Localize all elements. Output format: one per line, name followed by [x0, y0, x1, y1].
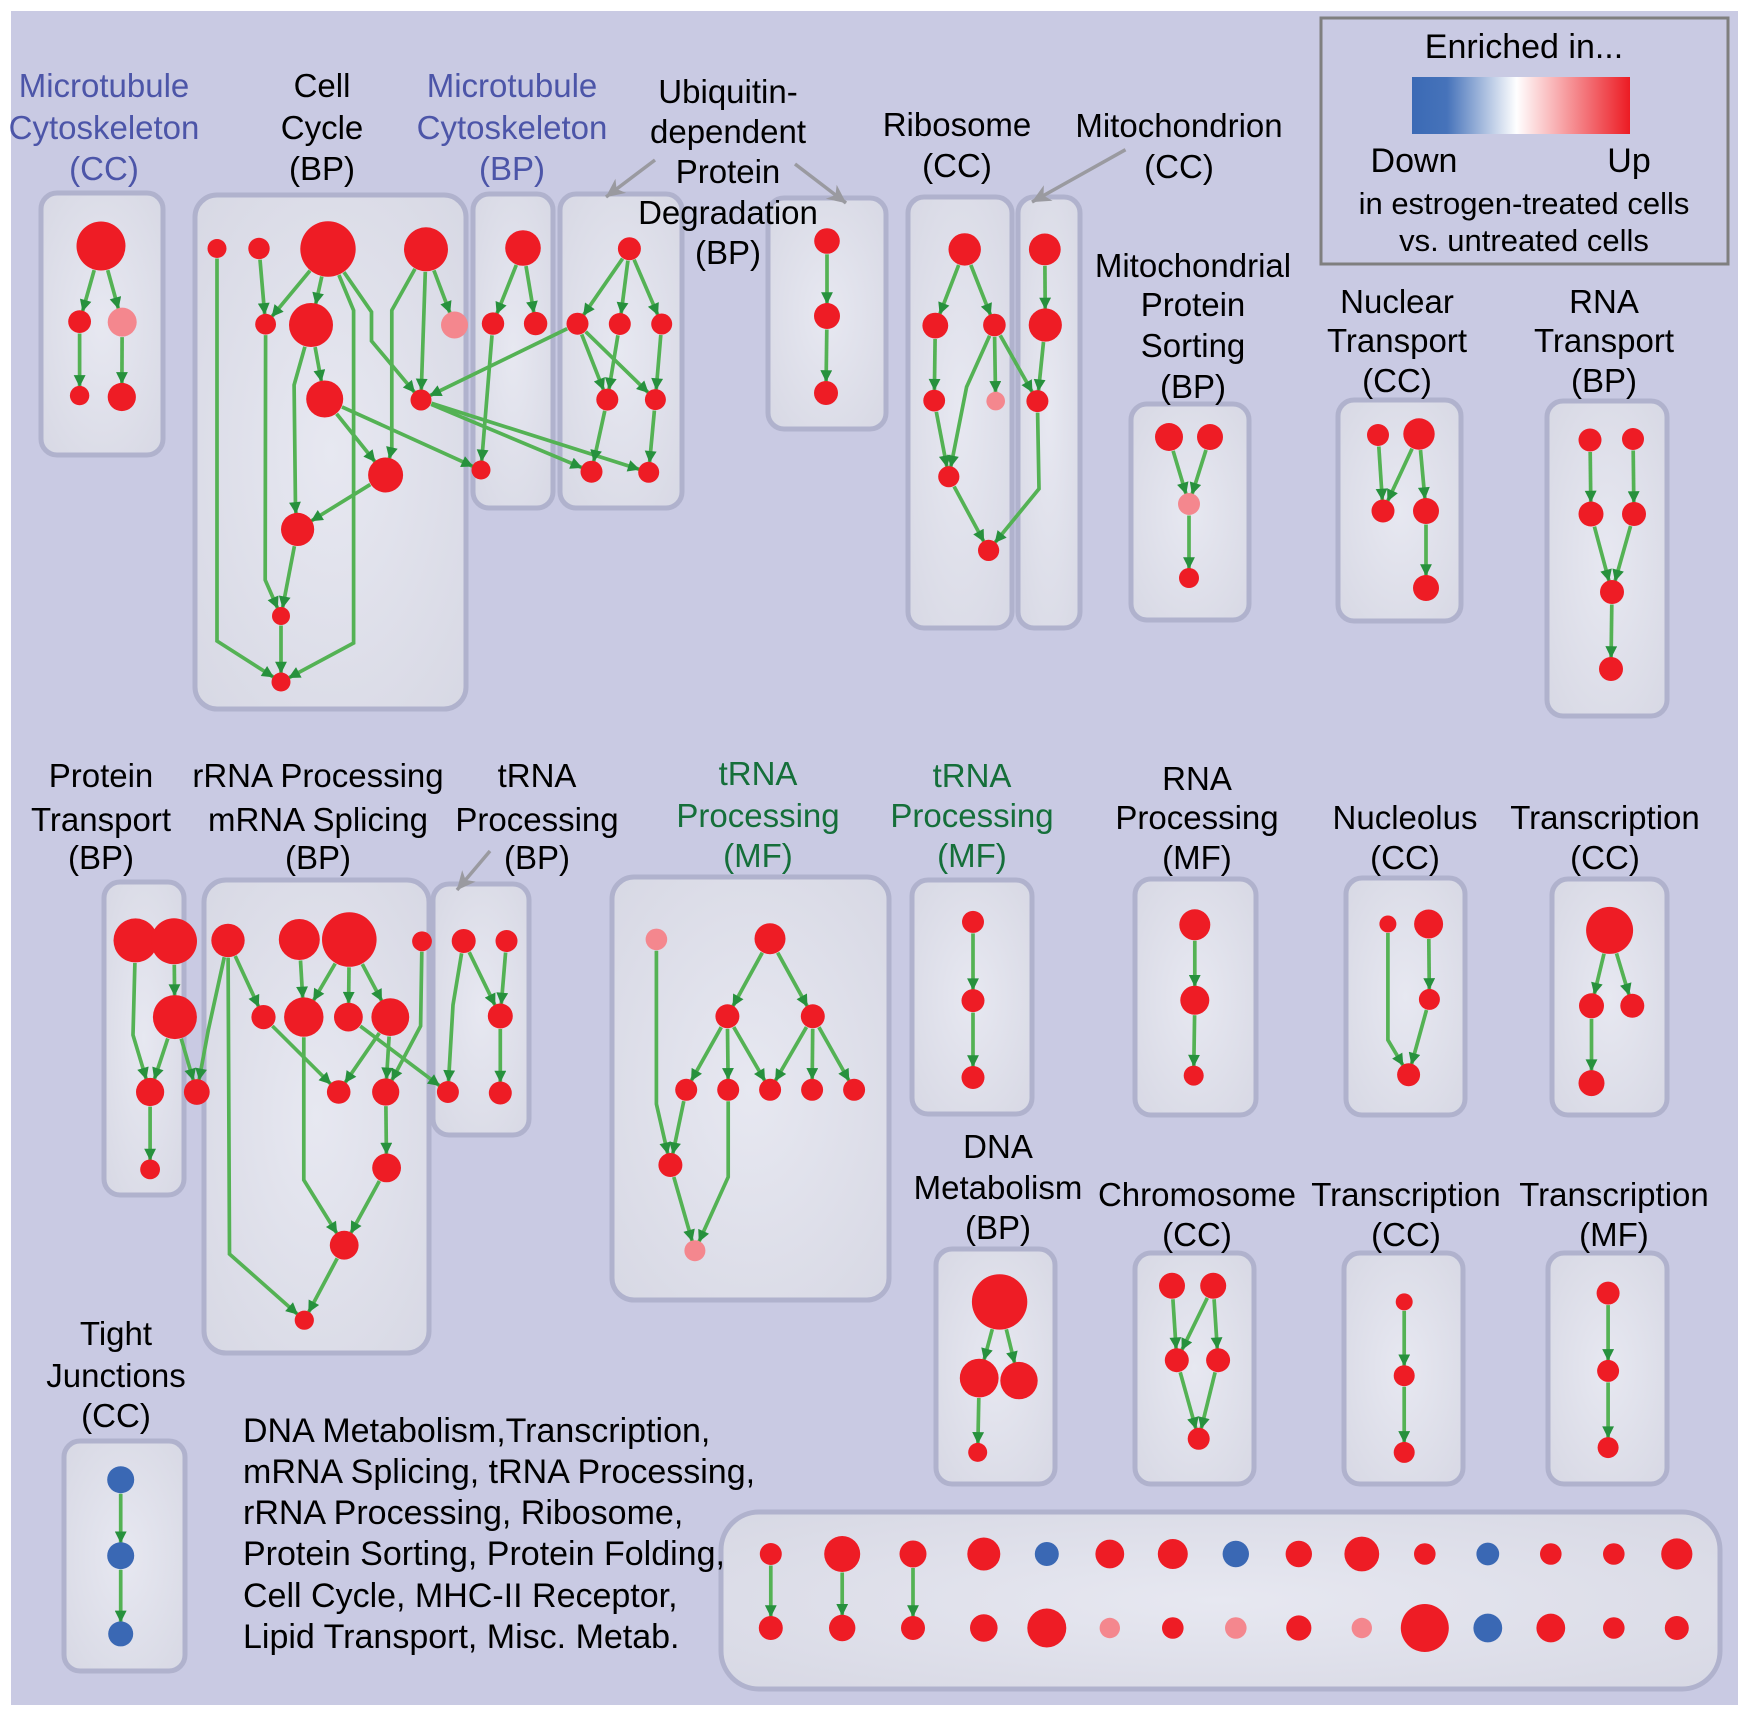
svg-text:Protein: Protein: [49, 757, 154, 794]
svg-text:(MF): (MF): [1162, 839, 1232, 876]
svg-text:Microtubule: Microtubule: [427, 67, 598, 104]
svg-text:(CC): (CC): [1144, 148, 1214, 185]
svg-text:Processing: Processing: [455, 801, 618, 838]
svg-text:Protein: Protein: [1141, 286, 1246, 323]
svg-text:Mitochondrion: Mitochondrion: [1075, 107, 1282, 144]
svg-text:DNA: DNA: [963, 1128, 1033, 1165]
svg-text:Metabolism: Metabolism: [914, 1169, 1083, 1206]
svg-text:(CC): (CC): [69, 150, 139, 187]
svg-text:DNA Metabolism,Transcription,: DNA Metabolism,Transcription,: [243, 1412, 710, 1450]
svg-text:mRNA Splicing: mRNA Splicing: [208, 801, 428, 838]
svg-text:vs. untreated cells: vs. untreated cells: [1399, 223, 1649, 258]
svg-text:Cytoskeleton: Cytoskeleton: [417, 109, 608, 146]
svg-text:(BP): (BP): [965, 1209, 1031, 1246]
svg-text:in estrogen-treated cells: in estrogen-treated cells: [1359, 186, 1690, 221]
svg-text:tRNA: tRNA: [498, 757, 577, 794]
svg-text:Cell Cycle, MHC-II Receptor,: Cell Cycle, MHC-II Receptor,: [243, 1577, 678, 1615]
svg-text:(MF): (MF): [1579, 1216, 1649, 1253]
svg-text:mRNA Splicing, tRNA Processing: mRNA Splicing, tRNA Processing,: [243, 1453, 755, 1491]
svg-text:(CC): (CC): [81, 1397, 151, 1434]
svg-text:Cytoskeleton: Cytoskeleton: [9, 109, 200, 146]
svg-text:Processing: Processing: [676, 797, 839, 834]
svg-text:Ribosome: Ribosome: [883, 106, 1032, 143]
svg-text:(CC): (CC): [1362, 362, 1432, 399]
svg-text:Transcription: Transcription: [1510, 799, 1700, 836]
svg-text:rRNA Processing, Ribosome,: rRNA Processing, Ribosome,: [243, 1494, 683, 1532]
svg-text:Protein Sorting, Protein Foldi: Protein Sorting, Protein Folding,: [243, 1535, 725, 1573]
svg-text:(BP): (BP): [285, 839, 351, 876]
svg-text:tRNA: tRNA: [719, 755, 798, 792]
svg-text:(BP): (BP): [479, 150, 545, 187]
svg-text:(MF): (MF): [937, 837, 1007, 874]
svg-text:(BP): (BP): [1571, 362, 1637, 399]
svg-text:Transport: Transport: [31, 801, 171, 838]
svg-text:Protein: Protein: [676, 153, 781, 190]
svg-text:Tight: Tight: [80, 1315, 152, 1352]
svg-text:Ubiquitin-: Ubiquitin-: [658, 73, 797, 110]
svg-text:(CC): (CC): [1162, 1216, 1232, 1253]
svg-text:Enriched in...: Enriched in...: [1425, 28, 1623, 66]
svg-text:RNA: RNA: [1569, 283, 1639, 320]
svg-text:Up: Up: [1607, 142, 1650, 180]
svg-text:Lipid Transport, Misc. Metab.: Lipid Transport, Misc. Metab.: [243, 1618, 680, 1656]
svg-text:RNA: RNA: [1162, 760, 1232, 797]
svg-text:(MF): (MF): [723, 837, 793, 874]
svg-text:Processing: Processing: [890, 797, 1053, 834]
svg-text:Degradation: Degradation: [638, 194, 818, 231]
svg-text:(BP): (BP): [695, 234, 761, 271]
svg-text:Sorting: Sorting: [1141, 327, 1246, 364]
svg-text:(CC): (CC): [1570, 839, 1640, 876]
svg-text:Processing: Processing: [1115, 799, 1278, 836]
svg-text:Cycle: Cycle: [281, 109, 364, 146]
svg-text:Transport: Transport: [1327, 322, 1467, 359]
svg-text:Nucleolus: Nucleolus: [1333, 799, 1478, 836]
svg-text:(CC): (CC): [1370, 839, 1440, 876]
svg-text:Microtubule: Microtubule: [19, 67, 190, 104]
svg-text:Down: Down: [1371, 142, 1458, 180]
svg-text:Transcription: Transcription: [1311, 1176, 1501, 1213]
svg-text:(CC): (CC): [922, 147, 992, 184]
svg-text:(BP): (BP): [68, 839, 134, 876]
svg-text:rRNA Processing: rRNA Processing: [192, 757, 443, 794]
svg-text:(BP): (BP): [504, 839, 570, 876]
svg-text:(BP): (BP): [1160, 368, 1226, 405]
svg-text:Junctions: Junctions: [46, 1357, 185, 1394]
svg-text:tRNA: tRNA: [933, 757, 1012, 794]
svg-text:Mitochondrial: Mitochondrial: [1095, 247, 1291, 284]
svg-text:(BP): (BP): [289, 150, 355, 187]
svg-text:Transcription: Transcription: [1519, 1176, 1709, 1213]
svg-text:Cell: Cell: [294, 67, 351, 104]
svg-text:Chromosome: Chromosome: [1098, 1176, 1296, 1213]
svg-text:(CC): (CC): [1371, 1216, 1441, 1253]
svg-text:Nuclear: Nuclear: [1340, 283, 1454, 320]
svg-text:Transport: Transport: [1534, 322, 1674, 359]
svg-text:dependent: dependent: [650, 113, 806, 150]
